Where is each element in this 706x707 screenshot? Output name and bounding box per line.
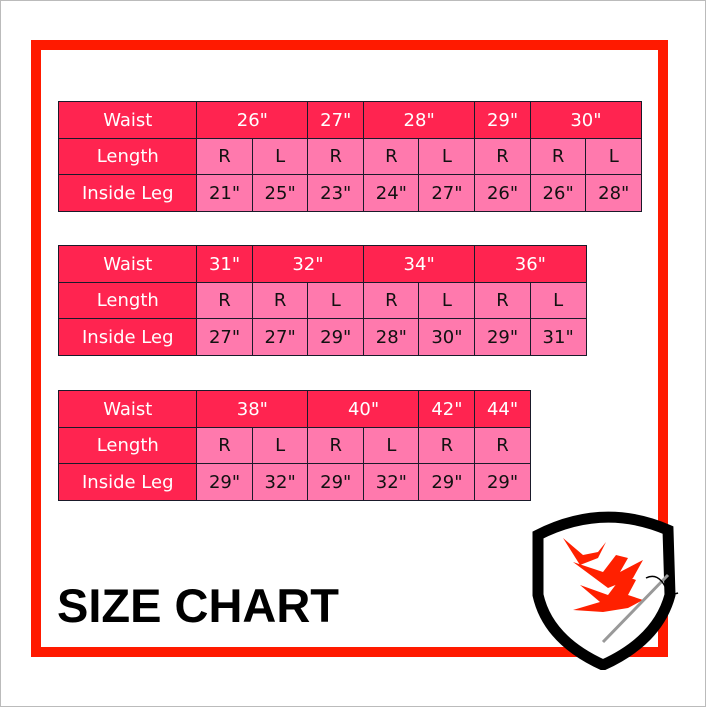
waist-cell: 38": [196, 390, 309, 428]
length-cell: L: [529, 281, 587, 320]
length-cell: L: [307, 281, 365, 320]
waist-cell: 30": [529, 101, 643, 139]
page-title: SIZE CHART: [57, 579, 339, 632]
length-cell: L: [418, 281, 476, 320]
waist-cell: 36": [474, 245, 587, 283]
inside-leg-cell: 27": [196, 318, 254, 356]
shield-birds-needle-icon: [532, 511, 679, 670]
row-label-length: Length: [58, 281, 198, 320]
inside-leg-cell: 30": [418, 318, 476, 356]
inside-leg-cell: 31": [529, 318, 587, 356]
length-cell: R: [418, 426, 476, 465]
length-cell: R: [474, 137, 532, 176]
inside-leg-cell: 28": [585, 174, 643, 212]
inside-leg-cell: 29": [418, 463, 476, 501]
row-label-inside-leg: Inside Leg: [58, 463, 198, 501]
inside-leg-cell: 29": [474, 318, 532, 356]
length-cell: R: [474, 426, 532, 465]
inside-leg-cell: 32": [362, 463, 420, 501]
waist-cell: 31": [196, 245, 254, 283]
waist-cell: 40": [307, 390, 420, 428]
inside-leg-cell: 27": [251, 318, 309, 356]
length-cell: L: [585, 137, 643, 176]
inside-leg-cell: 24": [362, 174, 420, 212]
inside-leg-cell: 23": [307, 174, 365, 212]
inside-leg-cell: 25": [251, 174, 309, 212]
row-label-waist: Waist: [58, 245, 198, 283]
row-label-inside-leg: Inside Leg: [58, 318, 198, 356]
length-cell: L: [362, 426, 420, 465]
waist-cell: 44": [474, 390, 532, 428]
waist-cell: 29": [474, 101, 532, 139]
waist-cell: 26": [196, 101, 309, 139]
length-cell: L: [251, 426, 309, 465]
inside-leg-cell: 26": [474, 174, 532, 212]
length-cell: R: [251, 281, 309, 320]
inside-leg-cell: 29": [307, 463, 365, 501]
waist-cell: 32": [251, 245, 365, 283]
row-label-inside-leg: Inside Leg: [58, 174, 198, 212]
inside-leg-cell: 28": [362, 318, 420, 356]
inside-leg-cell: 32": [251, 463, 309, 501]
row-label-length: Length: [58, 137, 198, 176]
length-cell: L: [251, 137, 309, 176]
row-label-waist: Waist: [58, 390, 198, 428]
waist-cell: 34": [362, 245, 476, 283]
length-cell: R: [529, 137, 587, 176]
length-cell: R: [196, 426, 254, 465]
length-cell: L: [418, 137, 476, 176]
inside-leg-cell: 29": [307, 318, 365, 356]
length-cell: R: [196, 137, 254, 176]
length-cell: R: [362, 281, 420, 320]
inside-leg-cell: 29": [196, 463, 254, 501]
inside-leg-cell: 29": [474, 463, 532, 501]
inside-leg-cell: 21": [196, 174, 254, 212]
red-frame: [31, 40, 668, 657]
row-label-length: Length: [58, 426, 198, 465]
row-label-waist: Waist: [58, 101, 198, 139]
length-cell: R: [196, 281, 254, 320]
length-cell: R: [362, 137, 420, 176]
length-cell: R: [307, 137, 365, 176]
length-cell: R: [307, 426, 365, 465]
waist-cell: 28": [362, 101, 476, 139]
waist-cell: 27": [307, 101, 365, 139]
inside-leg-cell: 26": [529, 174, 587, 212]
length-cell: R: [474, 281, 532, 320]
inside-leg-cell: 27": [418, 174, 476, 212]
waist-cell: 42": [418, 390, 476, 428]
